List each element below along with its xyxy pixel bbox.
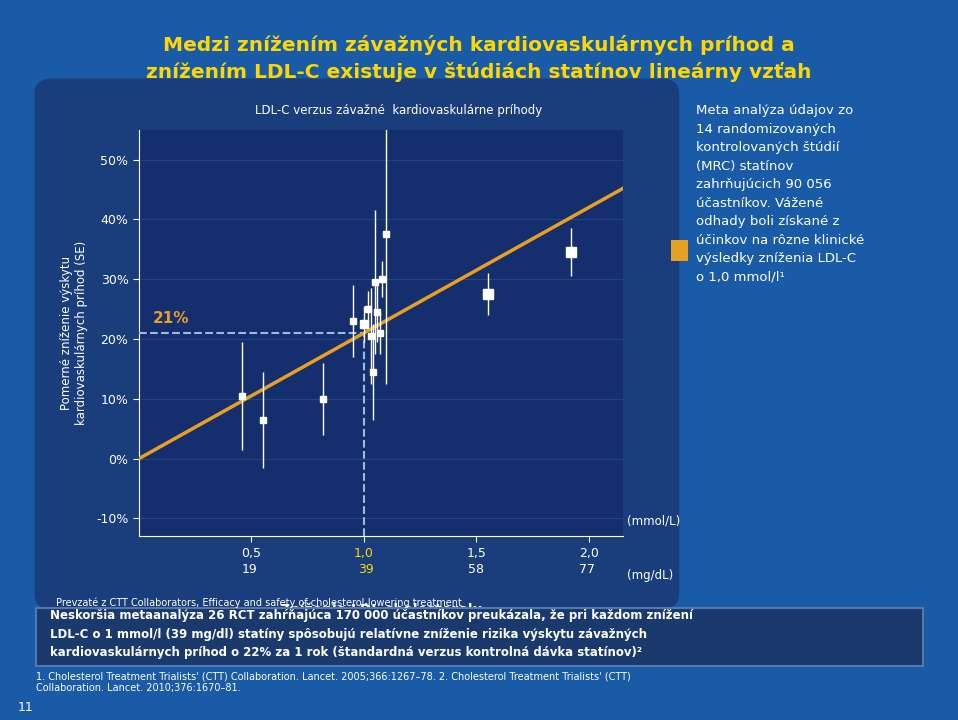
Text: 58: 58 <box>468 563 485 576</box>
Text: 11: 11 <box>17 701 33 714</box>
Text: 21%: 21% <box>152 311 189 326</box>
Text: znížením LDL-C existuje v štúdiách statínov lineárny vzťah: znížením LDL-C existuje v štúdiách statí… <box>147 62 811 82</box>
Text: Prevzaté z CTT Collaborators, Efficacy and safety of cholesterol-lowering treatm: Prevzaté z CTT Collaborators, Efficacy a… <box>56 598 462 608</box>
Y-axis label: Pomerné zníženie výskytu
kardiovaskulárnych príhod (SE): Pomerné zníženie výskytu kardiovaskulárn… <box>59 241 88 425</box>
Text: 39: 39 <box>358 563 374 576</box>
Text: Meta analýza údajov zo
14 randomizovaných
kontrolovaných štúdií
(MRC) statínov
z: Meta analýza údajov zo 14 randomizovanýc… <box>696 104 864 284</box>
Text: (mg/dL): (mg/dL) <box>627 569 673 582</box>
Text: (mmol/L): (mmol/L) <box>627 515 680 528</box>
Text: 19: 19 <box>241 563 258 576</box>
FancyBboxPatch shape <box>34 78 679 609</box>
Text: Medzi znížením závažných kardiovaskulárnych príhod a: Medzi znížením závažných kardiovaskulárn… <box>163 35 795 55</box>
Text: Neskoršia metaanalýza 26 RCT zahŕňajúca 170 000 účastníkov preukázala, že pri ka: Neskoršia metaanalýza 26 RCT zahŕňajúca … <box>50 609 693 660</box>
Text: 1. Cholesterol Treatment Trialists' (CTT) Collaboration. Lancet. 2005;366:1267–7: 1. Cholesterol Treatment Trialists' (CTT… <box>36 671 631 693</box>
Text: Zníženie LDL cholesterolu: Zníženie LDL cholesterolu <box>280 603 482 616</box>
Text: LDL-C verzus závažné  kardiovaskulárne príhody: LDL-C verzus závažné kardiovaskulárne pr… <box>255 104 542 117</box>
Text: 77: 77 <box>580 563 595 576</box>
